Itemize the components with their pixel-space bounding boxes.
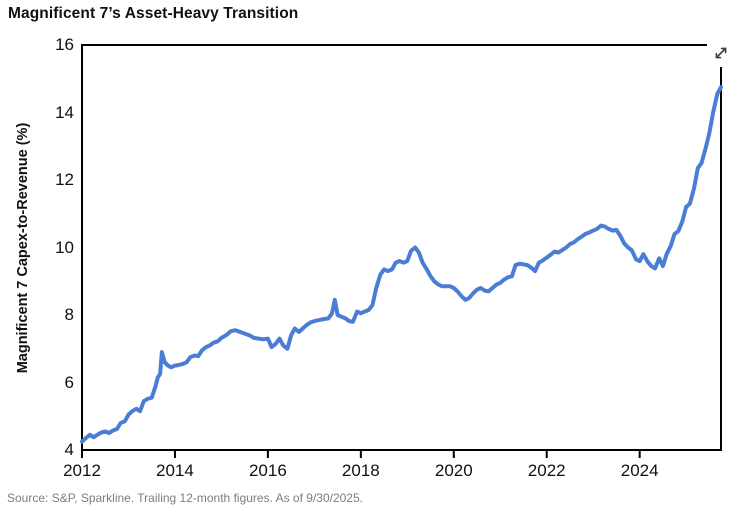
y-tick-label: 16 xyxy=(55,35,74,54)
chart-title: Magnificent 7’s Asset-Heavy Transition xyxy=(8,5,299,22)
capex-to-revenue-line xyxy=(80,85,723,444)
x-tick-label: 2022 xyxy=(527,461,566,480)
x-tick-label: 2016 xyxy=(248,461,287,480)
y-tick-label: 8 xyxy=(64,305,74,324)
x-tick-label: 2018 xyxy=(341,461,380,480)
x-tick-label: 2024 xyxy=(620,461,659,480)
plot-border xyxy=(81,44,722,451)
x-tick-label: 2012 xyxy=(63,461,101,480)
y-tick-label: 14 xyxy=(55,102,74,122)
expand-button[interactable] xyxy=(707,39,735,67)
y-tick-label: 4 xyxy=(64,440,74,459)
y-tick-label: 12 xyxy=(55,170,74,189)
y-tick-label: 10 xyxy=(55,237,74,257)
y-tick-label: 6 xyxy=(64,372,74,392)
x-tick-label: 2020 xyxy=(434,461,473,480)
source-note: Source: S&P, Sparkline. Trailing 12-mont… xyxy=(7,491,363,505)
x-tick-label: 2014 xyxy=(156,461,194,480)
expand-icon xyxy=(715,47,727,59)
